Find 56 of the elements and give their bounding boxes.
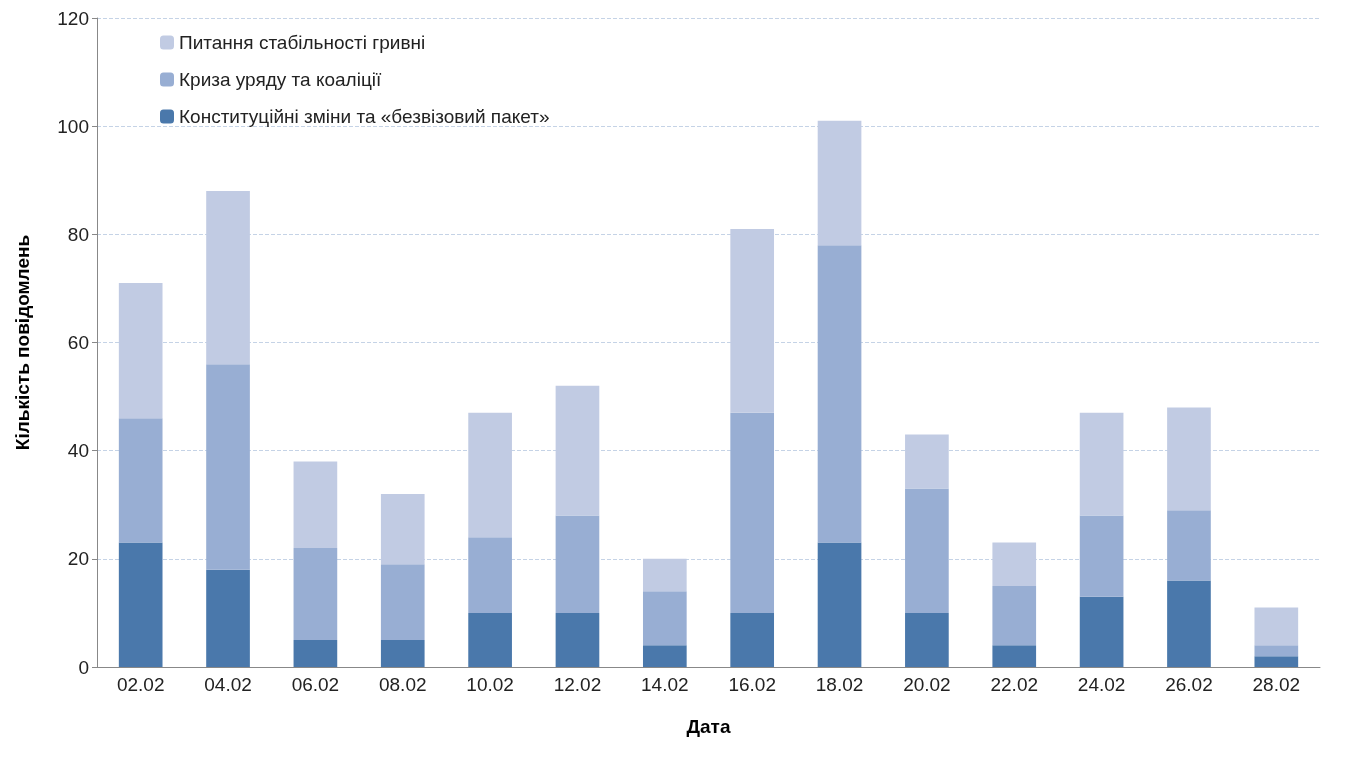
bar xyxy=(992,585,1037,646)
bar xyxy=(642,645,687,667)
legend-label: Криза уряду та коаліції xyxy=(179,69,382,90)
bar xyxy=(817,245,862,543)
y-tick-label: 20 xyxy=(67,548,89,570)
bar xyxy=(905,612,949,667)
bar xyxy=(1254,645,1299,657)
bar xyxy=(555,612,600,667)
bar xyxy=(730,412,775,613)
bar xyxy=(555,515,600,613)
bar xyxy=(1079,596,1124,667)
bar xyxy=(1254,607,1299,646)
bar xyxy=(642,591,687,646)
bar xyxy=(992,645,1037,667)
bar xyxy=(206,364,250,570)
x-tick-label: 26.02 xyxy=(1165,674,1213,695)
bar xyxy=(293,461,338,549)
x-tick-label: 06.02 xyxy=(291,674,340,695)
y-tick-label: 100 xyxy=(57,115,89,137)
bar xyxy=(206,569,250,667)
bar xyxy=(1079,515,1124,597)
x-tick-label: 12.02 xyxy=(553,674,602,695)
y-tick-label: 0 xyxy=(78,656,89,678)
bar xyxy=(118,542,163,667)
y-tick-label: 40 xyxy=(67,440,89,462)
bar xyxy=(380,564,425,640)
x-tick-label: 16.02 xyxy=(728,674,776,695)
y-tick-label: 60 xyxy=(67,332,89,353)
bar xyxy=(905,488,949,613)
bar xyxy=(817,542,862,667)
x-tick-label: 18.02 xyxy=(815,674,864,695)
bar xyxy=(380,639,425,667)
bar xyxy=(293,548,338,640)
bar xyxy=(1167,510,1211,581)
x-tick-label: 10.02 xyxy=(466,674,514,695)
y-axis-title: Кількість повідомлень xyxy=(12,234,33,451)
x-tick-label: 24.02 xyxy=(1077,674,1126,695)
bar xyxy=(1167,580,1211,667)
bar xyxy=(730,612,775,667)
bar xyxy=(1254,656,1299,667)
x-axis-title: Дата xyxy=(686,716,731,737)
bar xyxy=(468,537,512,613)
x-tick-label: 14.02 xyxy=(641,674,689,695)
bar xyxy=(118,418,163,543)
bar xyxy=(293,639,338,667)
bar xyxy=(468,612,512,667)
x-tick-label: 04.02 xyxy=(204,674,252,695)
x-tick-label: 28.02 xyxy=(1252,674,1301,695)
legend-label: Питання стабільності гривні xyxy=(179,32,426,53)
x-tick-label: 22.02 xyxy=(990,674,1039,695)
y-tick-label: 120 xyxy=(57,7,89,29)
y-tick-label: 80 xyxy=(67,223,89,245)
x-tick-label: 02.02 xyxy=(116,674,165,695)
legend-label: Конституційні зміни та «безвізовий пакет» xyxy=(179,106,550,127)
x-tick-label: 08.02 xyxy=(378,674,427,695)
x-tick-label: 20.02 xyxy=(903,674,951,695)
